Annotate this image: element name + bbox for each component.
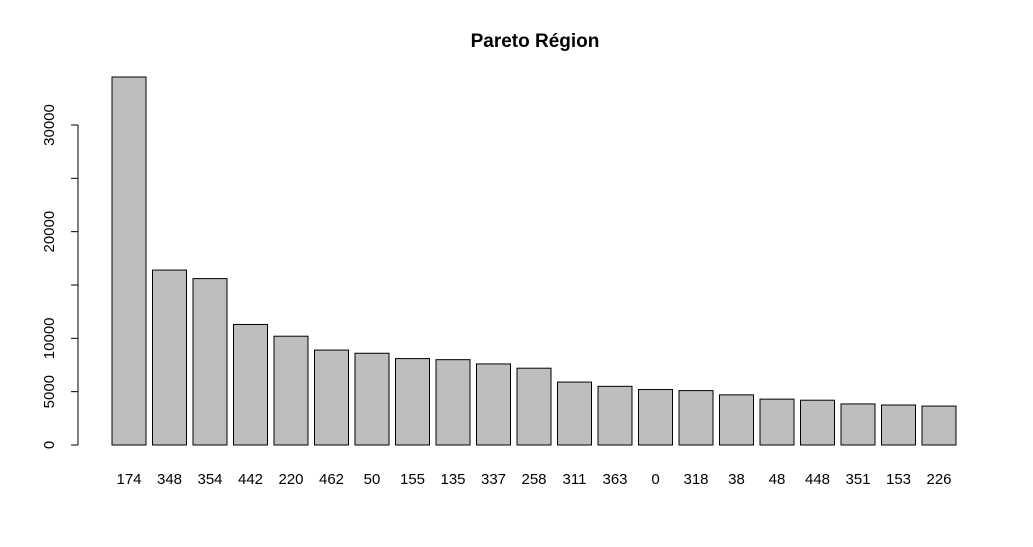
x-category-label: 50: [364, 471, 381, 488]
bar-318: [678, 390, 714, 446]
x-category-label: 220: [278, 471, 303, 488]
bar-448: [800, 399, 835, 446]
bar-50: [354, 352, 390, 446]
y-tick-label: 10000: [41, 317, 58, 359]
x-category-label: 442: [238, 471, 263, 488]
x-labels-group: 174 348 354 442 220 462 50 155 135 337 258 311 363 0 3…: [116, 471, 951, 488]
x-category-label: 318: [683, 471, 708, 488]
y-tick-label: 20000: [41, 211, 58, 253]
y-tick-label: 0: [41, 441, 58, 449]
bar-311: [557, 381, 592, 446]
chart-title: Pareto Région: [471, 31, 600, 52]
bar-0: [638, 389, 673, 446]
x-category-label: 153: [886, 471, 911, 488]
x-category-label: 258: [521, 471, 546, 488]
x-category-label: 348: [157, 471, 182, 488]
x-category-label: 351: [845, 471, 870, 488]
x-category-label: 448: [805, 471, 830, 488]
x-category-label: 135: [440, 471, 465, 488]
bar-351: [840, 403, 876, 446]
y-axis: 0 5000 10000 20000 30000: [41, 104, 79, 449]
bar-337: [476, 363, 511, 446]
x-category-label: 354: [197, 471, 222, 488]
bar-442: [233, 323, 268, 446]
x-category-label: 226: [926, 471, 951, 488]
x-category-label: 462: [319, 471, 344, 488]
bar-363: [597, 385, 633, 446]
bar-48: [759, 398, 795, 446]
x-category-label: 174: [116, 471, 141, 488]
bar-220: [273, 335, 309, 446]
bar-174: [111, 76, 147, 446]
bar-155: [395, 358, 430, 446]
bars-group: [111, 76, 957, 446]
x-category-label: 363: [602, 471, 627, 488]
bar-38: [719, 394, 754, 446]
x-category-label: 155: [400, 471, 425, 488]
x-category-label: 38: [728, 471, 745, 488]
x-category-label: 337: [481, 471, 506, 488]
bar-226: [921, 405, 957, 446]
x-category-label: 0: [651, 471, 659, 488]
bar-135: [435, 359, 471, 446]
bar-462: [314, 349, 349, 446]
y-tick-label: 5000: [41, 375, 58, 408]
bar-153: [881, 404, 916, 446]
bar-348: [152, 269, 187, 446]
x-category-label: 311: [563, 471, 587, 488]
y-tick-label: 30000: [41, 104, 58, 146]
bar-258: [516, 367, 552, 446]
x-category-label: 48: [769, 471, 786, 488]
bar-354: [192, 278, 228, 446]
